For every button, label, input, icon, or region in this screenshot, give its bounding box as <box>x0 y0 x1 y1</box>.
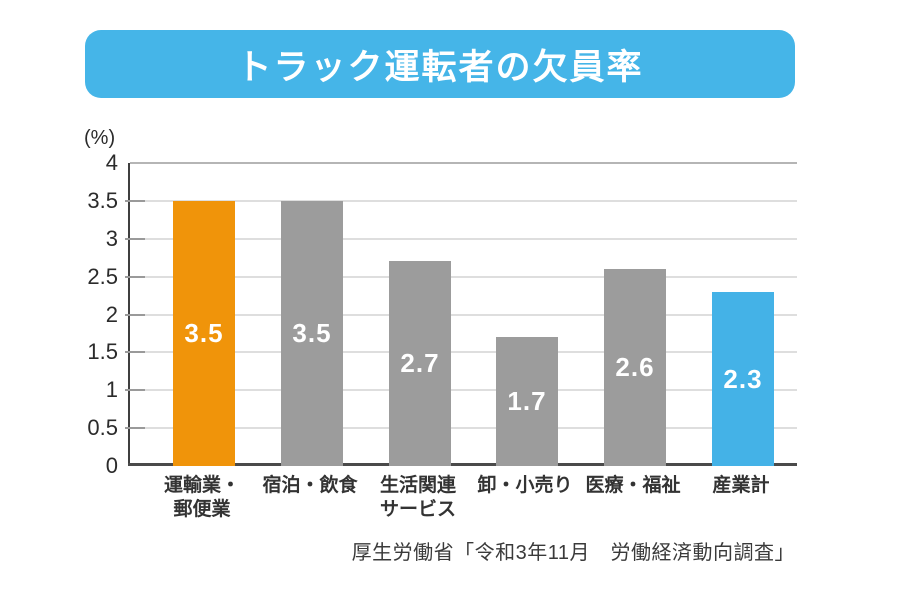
gridline <box>130 427 797 429</box>
x-axis-label-line: 運輸業・ <box>163 475 240 496</box>
y-axis-label: 0.5 <box>87 415 118 440</box>
tick-mark <box>125 389 145 391</box>
gridline <box>130 276 797 278</box>
bar: 1.7 <box>496 337 558 466</box>
bar: 2.6 <box>604 269 666 466</box>
y-axis-label: 2 <box>105 302 118 327</box>
plot-area: 3.5 3.5 2.7 1.7 2.6 2.3 <box>125 162 797 466</box>
y-axis-label: 0 <box>105 453 118 478</box>
bar-value-label: 1.7 <box>507 386 547 416</box>
chart-title: トラック運転者の欠員率 <box>236 47 644 87</box>
y-axis-label: 2.5 <box>87 264 118 289</box>
x-axis-label-line: 産業計 <box>712 475 770 496</box>
tick-mark <box>125 351 145 353</box>
x-axis-label: 医療・福祉 <box>568 474 698 498</box>
gridline <box>130 238 797 240</box>
bar-value-label: 3.5 <box>184 318 224 348</box>
bar: 2.3 <box>712 292 774 466</box>
tick-mark <box>125 276 145 278</box>
bar: 3.5 <box>281 201 343 466</box>
gridline <box>130 162 797 164</box>
x-axis-line <box>128 463 797 466</box>
tick-mark <box>125 238 145 240</box>
x-axis-label-line: 医療・福祉 <box>585 475 681 496</box>
gridline <box>130 200 797 202</box>
tick-mark <box>125 427 145 429</box>
y-axis-label: 1.5 <box>87 339 118 364</box>
x-axis-label-line: 卸・小売り <box>477 475 573 496</box>
x-axis-label: 卸・小売り <box>460 474 590 498</box>
chart-title-banner: トラック運転者の欠員率 <box>85 30 795 98</box>
gridline <box>130 389 797 391</box>
bar: 2.7 <box>389 261 451 466</box>
x-axis-label-line: 生活関連 <box>379 475 456 496</box>
x-axis-label-line: 郵便業 <box>173 499 231 520</box>
bar: 3.5 <box>173 201 235 466</box>
y-axis-label: 4 <box>105 150 118 175</box>
x-axis-label: 運輸業・ 郵便業 <box>137 474 267 522</box>
x-axis-label: 宿泊・飲食 <box>245 474 375 498</box>
x-axis-label: 生活関連 サービス <box>353 474 483 522</box>
y-axis-label: 3 <box>105 226 118 251</box>
gridline <box>130 351 797 353</box>
x-axis-label: 産業計 <box>676 474 806 498</box>
tick-mark <box>125 314 145 316</box>
gridline <box>130 314 797 316</box>
bar-value-label: 2.6 <box>615 352 655 382</box>
bar-value-label: 3.5 <box>292 318 332 348</box>
source-caption: 厚生労働省「令和3年11月 労働経済動向調査」 <box>351 542 795 564</box>
y-axis-label: 3.5 <box>87 188 118 213</box>
y-axis-label: 1 <box>105 377 118 402</box>
tick-mark <box>125 200 145 202</box>
y-axis-unit-label: (%) <box>84 127 116 149</box>
bar-value-label: 2.3 <box>723 363 763 394</box>
x-axis-label-line: 宿泊・飲食 <box>262 475 358 496</box>
bar-value-label: 2.7 <box>400 348 440 378</box>
x-axis-label-line: サービス <box>379 499 456 520</box>
